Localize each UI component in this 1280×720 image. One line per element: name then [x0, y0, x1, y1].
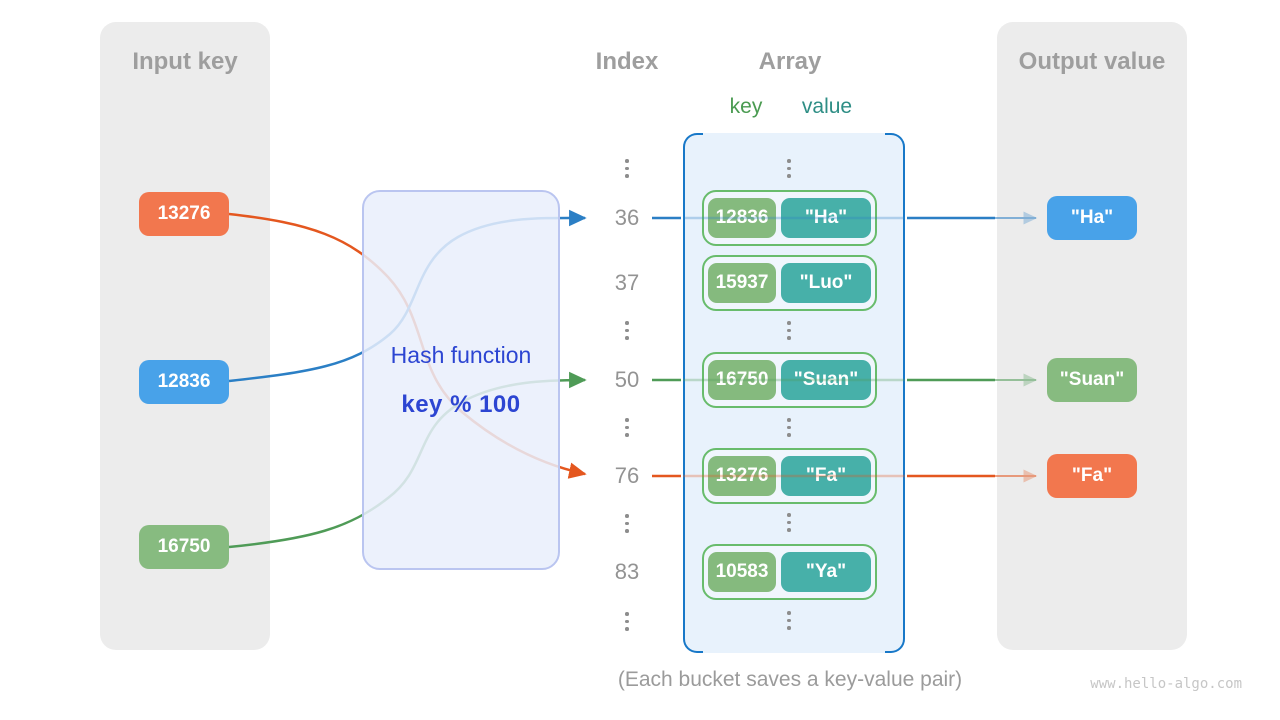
input-key-title: Input key [132, 48, 238, 75]
figure-caption: (Each bucket saves a key-value pair) [617, 668, 963, 691]
vertical-ellipsis [625, 159, 629, 178]
array-bracket-left [683, 133, 703, 653]
bucket-index-83: 10583 "Ya" [702, 544, 877, 600]
index-37: 37 [614, 270, 640, 295]
bucket-key: 13276 [708, 456, 776, 496]
hash-function-formula: key % 100 [401, 390, 521, 418]
bucket-index-37: 15937 "Luo" [702, 255, 877, 311]
vertical-ellipsis [625, 418, 629, 437]
bucket-key: 10583 [708, 552, 776, 592]
bucket-value: "Luo" [781, 263, 871, 303]
array-header: Array [758, 48, 822, 75]
index-83: 83 [614, 559, 640, 584]
index-76: 76 [614, 463, 640, 488]
vertical-ellipsis [625, 612, 629, 631]
bucket-key: 15937 [708, 263, 776, 303]
watermark: www.hello-algo.com [1090, 676, 1242, 692]
vertical-ellipsis [787, 513, 791, 532]
bucket-value: "Ha" [781, 198, 871, 238]
output-value-panel: Output value [997, 22, 1187, 650]
input-key-12836: 12836 [139, 360, 229, 404]
output-value-ha: "Ha" [1047, 196, 1137, 240]
bucket-value: "Fa" [781, 456, 871, 496]
output-value-fa: "Fa" [1047, 454, 1137, 498]
index-50: 50 [614, 367, 640, 392]
bucket-value: "Suan" [781, 360, 871, 400]
vertical-ellipsis [787, 611, 791, 630]
value-column-header: value [801, 95, 853, 118]
output-value-title: Output value [1018, 48, 1166, 75]
bucket-key: 12836 [708, 198, 776, 238]
output-value-suan: "Suan" [1047, 358, 1137, 402]
input-key-16750: 16750 [139, 525, 229, 569]
bucket-index-76: 13276 "Fa" [702, 448, 877, 504]
array-bracket-right [885, 133, 905, 653]
bucket-value: "Ya" [781, 552, 871, 592]
index-header: Index [595, 48, 659, 75]
vertical-ellipsis [787, 418, 791, 437]
hash-function-name: Hash function [390, 341, 532, 368]
input-key-13276: 13276 [139, 192, 229, 236]
key-column-header: key [729, 95, 763, 118]
vertical-ellipsis [625, 321, 629, 340]
index-36: 36 [614, 205, 640, 230]
bucket-key: 16750 [708, 360, 776, 400]
vertical-ellipsis [787, 159, 791, 178]
bucket-index-36: 12836 "Ha" [702, 190, 877, 246]
hash-function-text: Hash function key % 100 [362, 190, 560, 570]
vertical-ellipsis [625, 514, 629, 533]
vertical-ellipsis [787, 321, 791, 340]
bucket-index-50: 16750 "Suan" [702, 352, 877, 408]
